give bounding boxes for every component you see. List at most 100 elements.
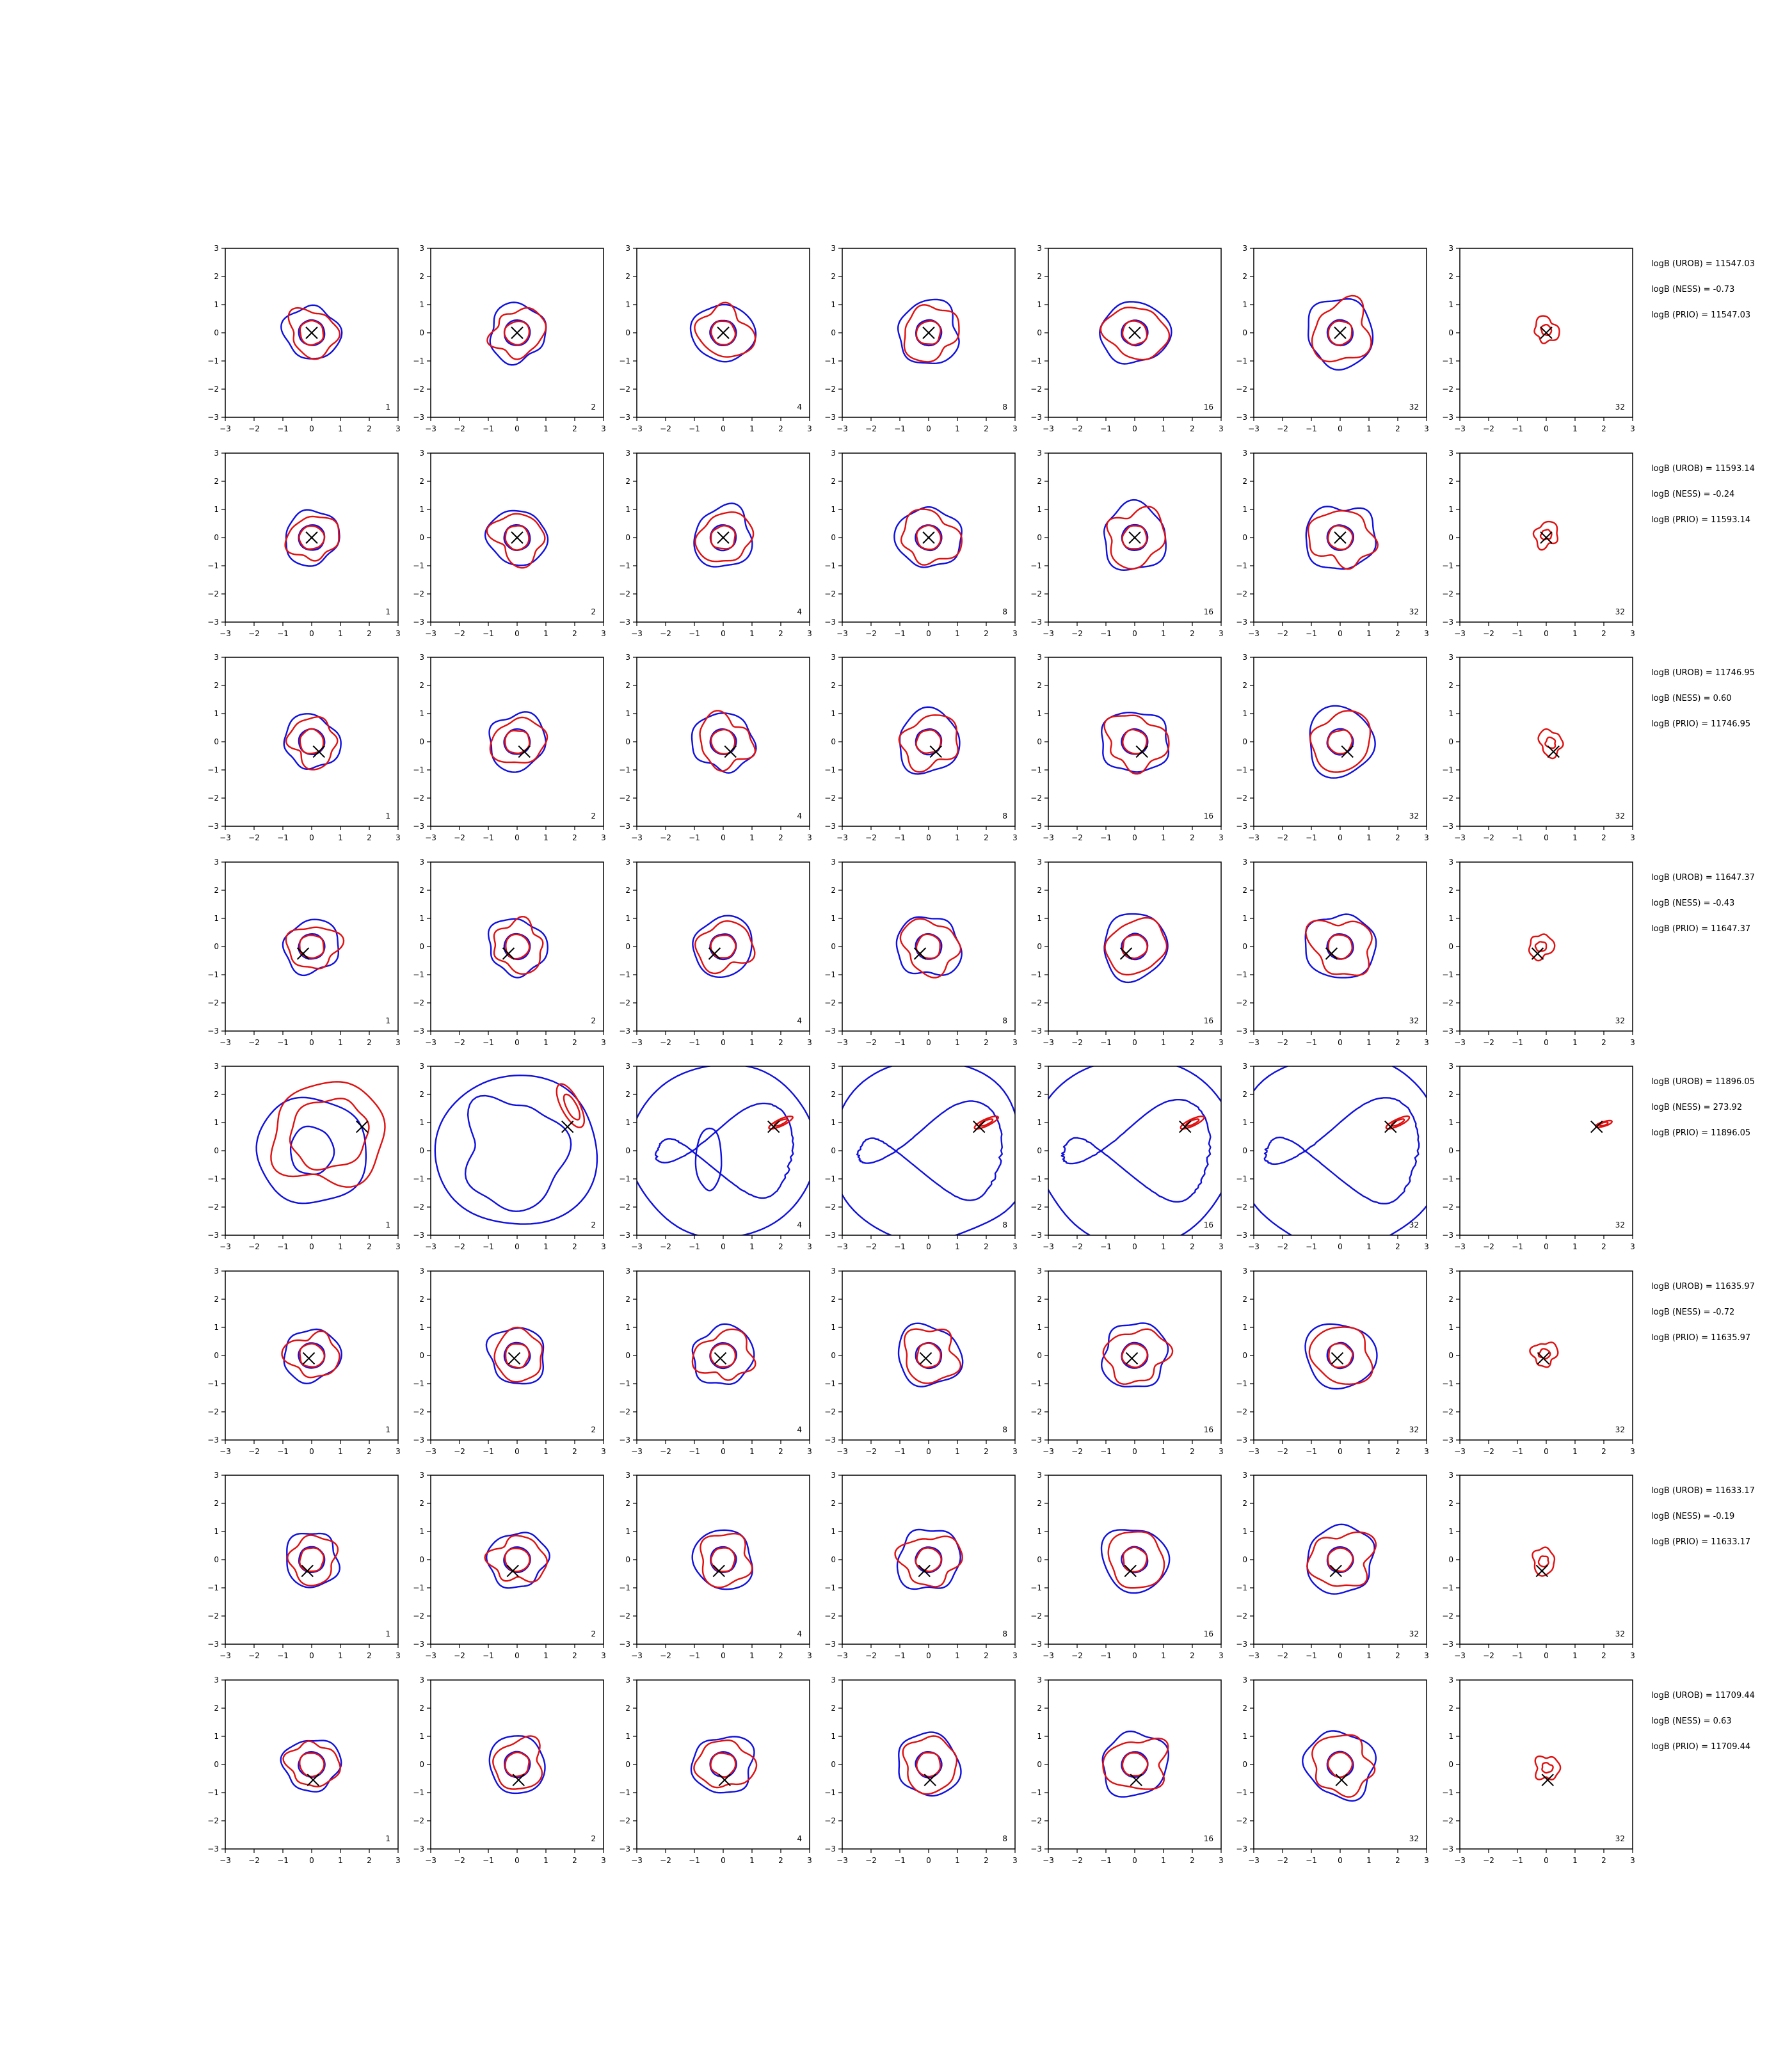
x-tick-label: 1 [1366,1242,1372,1251]
x-tick-label: −2 [660,1038,671,1047]
x-tick-label: −2 [660,424,671,433]
x-tick-label: 3 [396,1242,401,1251]
true-value-marker [305,326,318,339]
x-tick-label: 3 [601,833,606,842]
x-tick-label: −1 [1512,1651,1523,1660]
x-tick-label: 2 [1190,833,1195,842]
x-tick-label: −3 [836,1447,848,1456]
y-tick-label: −1 [207,765,219,774]
x-tick-label: −3 [220,1447,231,1456]
red-contour [489,716,548,764]
x-tick-label: 2 [778,1038,783,1047]
contour-lines [1304,913,1377,979]
x-tick-label: 2 [1190,629,1195,638]
contour-lines [691,1323,756,1385]
y-tick-label: −3 [1442,413,1453,422]
x-tick-label: 0 [309,629,314,638]
blue-contour [895,916,963,976]
y-tick-label: −2 [207,589,219,598]
panel-label: 32 [1615,1016,1625,1025]
x-tick-label: −2 [454,833,465,842]
red-contour [1327,320,1353,346]
panel-label: 16 [1204,1425,1213,1434]
y-tick-label: 3 [1242,1471,1247,1480]
y-tick-label: −2 [207,794,219,803]
contour-lines [1534,1755,1562,1780]
logb-text: logB (NESS) = -0.73 [1651,285,1734,294]
y-tick-label: 0 [419,533,424,542]
x-tick-label: 3 [396,833,401,842]
panel-label: 1 [385,812,390,820]
x-tick-label: 1 [1366,1447,1372,1456]
y-tick-label: 3 [1037,1267,1042,1276]
logb-annotations: logB (UROB) = 11746.95 logB (NESS) = 0.60… [1651,668,1755,729]
x-tick-label: −3 [1043,1038,1054,1047]
x-tick-label: −2 [1277,424,1288,433]
y-tick-label: 3 [419,1676,424,1684]
red-contour [1104,916,1168,976]
contour-lines [1532,520,1558,551]
y-tick-label: −1 [1030,1583,1042,1592]
y-tick-label: −2 [1030,1407,1042,1416]
panel-label: 32 [1409,1016,1419,1025]
x-tick-label: −1 [894,1447,906,1456]
y-tick-label: −1 [207,1583,219,1592]
x-tick-label: 1 [955,424,960,433]
blue-contour [1048,1066,1221,1235]
y-tick-label: 3 [214,1062,219,1071]
x-tick-label: 2 [778,1651,783,1660]
panel-r2-c7: −3 −2 −1 0 1 2 3 −3 −2 −1 0 1 2 3 32 [1442,449,1635,638]
true-value-marker [1384,1120,1397,1133]
y-tick-label: −2 [619,1407,630,1416]
y-tick-label: −3 [1236,618,1247,627]
logb-annotations: logB (UROB) = 11547.03 logB (NESS) = -0.7… [1651,259,1755,320]
red-contour [710,1547,736,1572]
x-tick-label: −3 [220,1856,231,1865]
contour-lines [280,1740,342,1793]
x-tick-label: 1 [1366,629,1372,638]
true-value-marker [1128,326,1141,339]
x-tick-label: 2 [572,1242,577,1251]
x-tick-label: −2 [1483,424,1494,433]
panel-r1-c1: −3 −2 −1 0 1 2 3 −3 −2 −1 0 1 2 3 1 [207,244,401,433]
true-value-marker [561,1120,574,1133]
panel-r6-c6: −3 −2 −1 0 1 2 3 −3 −2 −1 0 1 2 3 32 [1236,1267,1429,1456]
contour-lines [689,301,757,363]
x-tick-label: −2 [1071,424,1083,433]
x-tick-label: −1 [894,1242,906,1251]
x-tick-label: −3 [631,1651,643,1660]
y-tick-label: 3 [1242,1267,1247,1276]
y-tick-label: 3 [419,1471,424,1480]
x-tick-label: 1 [1572,424,1578,433]
blue-contour [694,1127,723,1192]
x-tick-label: −2 [1277,1242,1288,1251]
x-tick-label: 0 [1544,833,1549,842]
true-value-marker [717,326,730,339]
y-tick-label: 0 [831,1351,836,1360]
y-tick-label: −1 [619,970,630,979]
panel-label: 32 [1409,1834,1419,1843]
true-value-marker [1135,745,1148,758]
red-contour [1121,320,1148,346]
y-tick-label: −2 [1030,1203,1042,1212]
panel-r3-c7: −3 −2 −1 0 1 2 3 −3 −2 −1 0 1 2 3 32 [1442,653,1635,842]
y-tick-label: −3 [207,1027,219,1036]
y-tick-label: 3 [419,858,424,867]
red-contour [1102,1738,1169,1790]
y-tick-label: 1 [419,1527,424,1536]
y-tick-label: 2 [625,1295,630,1304]
x-tick-label: 0 [1132,1242,1137,1251]
x-tick-label: 1 [1161,1856,1166,1865]
blue-contour [286,1532,340,1588]
x-tick-label: −1 [277,833,289,842]
y-tick-label: −3 [1442,822,1453,831]
contour-lines [1308,294,1374,371]
y-tick-label: −3 [1030,618,1042,627]
y-tick-label: 0 [419,737,424,746]
y-tick-label: 1 [831,1732,836,1741]
blue-contour [487,918,548,979]
y-tick-label: −1 [207,1379,219,1388]
y-tick-label: −2 [1442,794,1453,803]
y-tick-label: 1 [419,1732,424,1741]
x-tick-label: 0 [926,1038,931,1047]
